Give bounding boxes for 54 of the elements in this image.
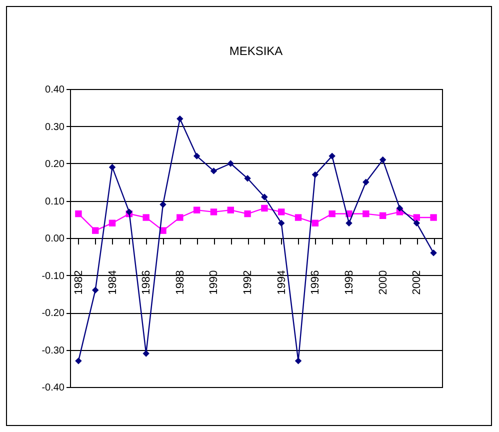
point	[379, 212, 386, 220]
point	[142, 214, 150, 221]
point	[278, 208, 285, 216]
point	[379, 156, 386, 164]
point	[176, 214, 184, 221]
point	[75, 358, 82, 364]
point	[430, 250, 437, 256]
point	[244, 210, 251, 218]
point	[210, 208, 218, 216]
point	[227, 206, 234, 214]
point	[244, 175, 251, 182]
point	[193, 206, 200, 214]
point	[362, 178, 370, 186]
point	[294, 214, 302, 221]
x-tick-label: 1994	[276, 270, 288, 295]
point	[328, 152, 336, 160]
y-tick-label: 0.20	[45, 159, 65, 170]
point	[227, 160, 234, 167]
y-tick-label: -0.40	[42, 382, 65, 394]
x-tick-label: 1992	[242, 270, 254, 295]
y-tick-label: 0.30	[45, 122, 65, 133]
y-tick-label: 0.40	[45, 84, 65, 96]
point	[176, 115, 184, 122]
y-tick-label: -0.30	[42, 345, 65, 356]
x-tick-label: 2002	[411, 270, 424, 295]
y-tick-label: -0.20	[42, 308, 65, 319]
y-tick-label: -0.10	[42, 270, 65, 282]
point	[328, 210, 336, 218]
point	[278, 220, 285, 226]
y-tick-label: 0.10	[45, 196, 65, 208]
point	[294, 358, 302, 364]
point	[142, 350, 150, 357]
point	[108, 220, 116, 226]
point	[413, 220, 420, 226]
point	[261, 204, 268, 212]
point	[261, 194, 268, 200]
chart-title: MEKSIKA	[229, 44, 283, 58]
point	[92, 227, 99, 234]
point	[92, 286, 99, 294]
point	[75, 210, 82, 218]
point	[430, 214, 437, 221]
point	[413, 214, 420, 221]
x-tick-label: 1984	[106, 270, 119, 295]
point	[210, 168, 218, 174]
point	[312, 171, 319, 178]
point	[312, 220, 319, 226]
y-tick-label: 0.00	[45, 234, 65, 244]
x-tick-label: 1982	[72, 270, 85, 295]
point	[160, 201, 166, 208]
point	[346, 220, 352, 226]
point	[362, 210, 370, 218]
point	[108, 164, 116, 171]
point	[193, 152, 200, 160]
point	[396, 204, 404, 212]
